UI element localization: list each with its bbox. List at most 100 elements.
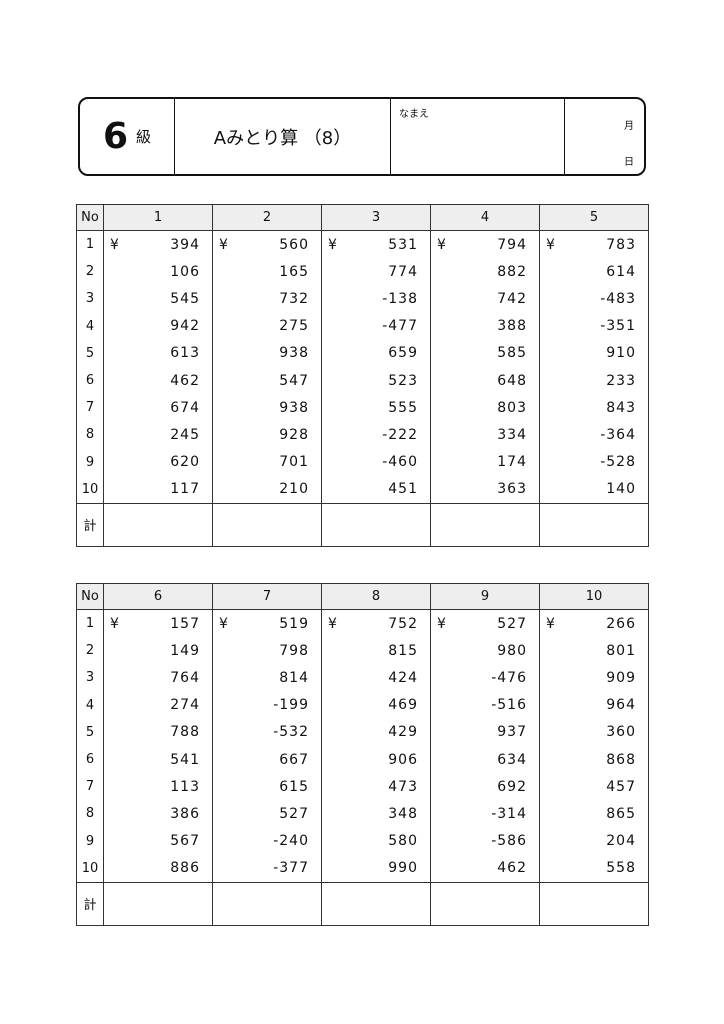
value: 580	[388, 833, 418, 850]
value-cell: 648	[430, 366, 540, 395]
value: 348	[388, 805, 418, 822]
value-cell: 614	[539, 258, 649, 286]
value: 868	[606, 751, 636, 768]
name-field[interactable]: なまえ	[391, 99, 565, 174]
problem-header: 5	[539, 204, 649, 231]
value-cell: 527	[212, 800, 322, 828]
row-number: 8	[76, 421, 104, 449]
value-cell: 558	[539, 854, 649, 883]
yen-sign: ¥	[110, 615, 120, 632]
value-cell: 210	[212, 475, 322, 504]
value: 801	[606, 642, 636, 659]
value: 527	[497, 615, 527, 632]
answer-cell[interactable]	[212, 502, 322, 547]
value: 429	[388, 724, 418, 741]
row-number: 6	[76, 745, 104, 774]
value: -314	[491, 805, 527, 822]
value-cell: 764	[103, 664, 213, 692]
value-cell: 386	[103, 800, 213, 828]
problem-table-2: No 6 7 8 9 10 1 ¥157 ¥519 ¥752 ¥527 ¥266 2 149 798 815 9…	[76, 583, 649, 926]
row-number: 5	[76, 718, 104, 746]
value-cell: 469	[321, 691, 431, 719]
table-row: 4 942 275 -477 388 -351	[76, 312, 649, 340]
value: 615	[279, 778, 309, 795]
value-cell: 910	[539, 339, 649, 367]
value: 547	[279, 372, 309, 389]
total-label: 計	[76, 881, 104, 926]
month-label: 月	[624, 121, 634, 132]
value: -138	[382, 290, 418, 307]
problem-header: 10	[539, 583, 649, 610]
grade-cell: 6 級	[80, 99, 175, 174]
value: 457	[606, 778, 636, 795]
yen-sign: ¥	[219, 236, 229, 253]
yen-sign: ¥	[328, 236, 338, 253]
no-header: No	[76, 583, 104, 610]
value-cell: 659	[321, 339, 431, 367]
value-cell: 906	[321, 745, 431, 774]
value-cell: 523	[321, 366, 431, 395]
value: 910	[606, 345, 636, 362]
value-cell: ¥527	[430, 609, 540, 638]
value: 964	[606, 697, 636, 714]
value: -199	[273, 697, 309, 714]
value: -222	[382, 426, 418, 443]
value-cell: -586	[430, 827, 540, 855]
value: 462	[170, 372, 200, 389]
answer-cell[interactable]	[539, 881, 649, 926]
value: 798	[279, 642, 309, 659]
value-cell: 674	[103, 394, 213, 422]
value-cell: -483	[539, 285, 649, 313]
answer-cell[interactable]	[321, 881, 431, 926]
value: 113	[170, 778, 200, 795]
problem-header: 3	[321, 204, 431, 231]
total-row: 計	[76, 502, 649, 547]
table-row: 1 ¥157 ¥519 ¥752 ¥527 ¥266	[76, 609, 649, 638]
value-cell: 204	[539, 827, 649, 855]
value-cell: ¥560	[212, 230, 322, 259]
value-cell: 462	[103, 366, 213, 395]
value: 204	[606, 833, 636, 850]
answer-cell[interactable]	[103, 502, 213, 547]
answer-cell[interactable]	[430, 881, 540, 926]
value: 541	[170, 751, 200, 768]
answer-cell[interactable]	[103, 881, 213, 926]
answer-cell[interactable]	[321, 502, 431, 547]
value-cell: 942	[103, 312, 213, 340]
row-number: 6	[76, 366, 104, 395]
value: 764	[170, 669, 200, 686]
value-cell: -516	[430, 691, 540, 719]
value: 814	[279, 669, 309, 686]
value-cell: ¥794	[430, 230, 540, 259]
value: 732	[279, 290, 309, 307]
value-cell: 742	[430, 285, 540, 313]
date-field[interactable]: 月 日	[565, 99, 644, 174]
problem-header: 9	[430, 583, 540, 610]
answer-cell[interactable]	[430, 502, 540, 547]
table-row: 2 149 798 815 980 801	[76, 637, 649, 665]
value: 394	[170, 236, 200, 253]
value: 648	[497, 372, 527, 389]
value: 567	[170, 833, 200, 850]
value: 980	[497, 642, 527, 659]
value-cell: 149	[103, 637, 213, 665]
answer-cell[interactable]	[539, 502, 649, 547]
value: 667	[279, 751, 309, 768]
value: 451	[388, 481, 418, 498]
row-number: 7	[76, 773, 104, 801]
row-number: 9	[76, 827, 104, 855]
value-cell: -199	[212, 691, 322, 719]
value-cell: 613	[103, 339, 213, 367]
value-cell: ¥394	[103, 230, 213, 259]
value: 783	[606, 236, 636, 253]
answer-cell[interactable]	[212, 881, 322, 926]
value-cell: 868	[539, 745, 649, 774]
value: 386	[170, 805, 200, 822]
value: -240	[273, 833, 309, 850]
value-cell: 334	[430, 421, 540, 449]
value-cell: 615	[212, 773, 322, 801]
problem-header: 8	[321, 583, 431, 610]
value-cell: ¥266	[539, 609, 649, 638]
value-cell: -476	[430, 664, 540, 692]
value-cell: ¥519	[212, 609, 322, 638]
